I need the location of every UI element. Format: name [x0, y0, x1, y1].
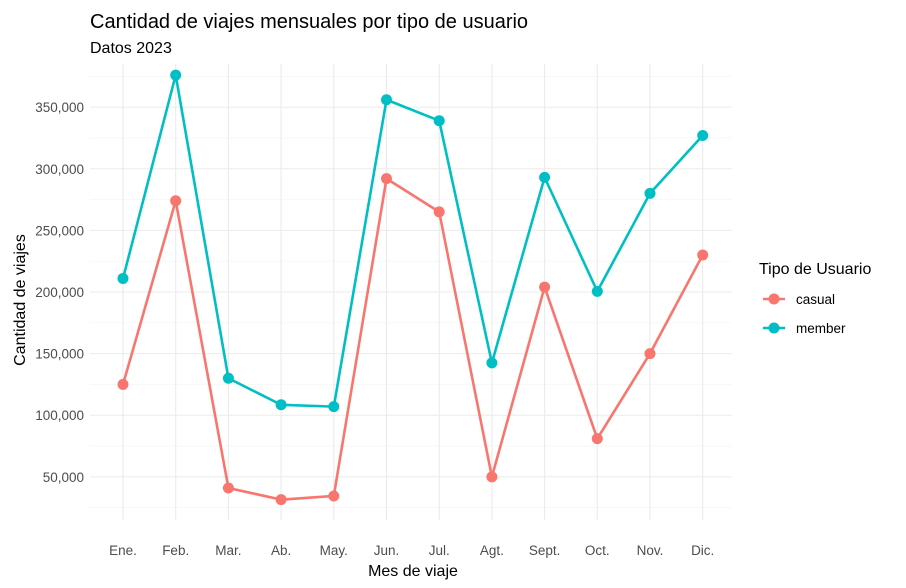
data-point [591, 285, 603, 297]
data-point [381, 94, 392, 106]
x-axis-ticks: Ene. Feb. Mar. Ab. May. Jun. Jul. Agt. Sept. Oct.… [109, 543, 714, 558]
data-point [275, 399, 287, 411]
y-axis-ticks: 50,000 100,000 150,000 200,000 250,000 300,00… [35, 100, 84, 485]
data-point [697, 249, 709, 261]
data-point [381, 173, 392, 185]
data-point [433, 206, 445, 218]
data-point [486, 471, 498, 483]
y-tick-label: 150,000 [35, 347, 84, 362]
data-point [222, 482, 234, 494]
legend-key-point [768, 293, 780, 305]
data-point [170, 69, 182, 81]
data-point [328, 490, 340, 502]
chart-title: Cantidad de viajes mensuales por tipo de… [90, 11, 528, 33]
data-point [539, 281, 551, 293]
series-layer [117, 69, 709, 506]
legend: Tipo de Usuario casual member [759, 261, 871, 336]
data-point [697, 129, 709, 141]
data-point [117, 272, 129, 284]
x-tick-label: Sept. [529, 543, 561, 558]
y-tick-label: 100,000 [35, 408, 84, 423]
legend-label: member [796, 321, 846, 336]
legend-items: casual member [763, 292, 846, 336]
x-tick-label: Nov. [637, 543, 664, 558]
x-axis-title: Mes de viaje [368, 563, 458, 580]
y-axis-title: Cantidad de viajes [12, 234, 29, 366]
legend-label: casual [796, 292, 835, 307]
data-point [117, 378, 129, 390]
y-tick-label: 200,000 [35, 285, 84, 300]
chart-subtitle: Datos 2023 [90, 40, 172, 57]
data-point [170, 195, 182, 207]
series-line [121, 73, 704, 408]
x-tick-label: Feb. [162, 543, 189, 558]
x-tick-label: Jun. [374, 543, 400, 558]
legend-item-member: member [763, 321, 846, 336]
data-point [644, 187, 656, 199]
series-casual [117, 173, 709, 506]
y-tick-label: 250,000 [35, 223, 84, 238]
legend-title: Tipo de Usuario [759, 261, 871, 278]
series-member [117, 69, 709, 413]
x-tick-label: Ab. [271, 543, 291, 558]
series-line [121, 177, 704, 501]
data-point [222, 372, 234, 384]
x-tick-label: Oct. [585, 543, 610, 558]
x-tick-label: Jul. [429, 543, 450, 558]
y-tick-label: 50,000 [43, 470, 84, 485]
data-point [644, 348, 656, 360]
data-point [328, 401, 340, 413]
y-tick-label: 350,000 [35, 100, 84, 115]
x-tick-label: Mar. [215, 543, 241, 558]
data-point [433, 115, 445, 127]
x-tick-label: May. [320, 543, 348, 558]
data-point [591, 433, 603, 445]
legend-key-point [768, 322, 780, 334]
x-tick-label: Agt. [480, 543, 504, 558]
x-tick-label: Ene. [109, 543, 137, 558]
x-tick-label: Dic. [691, 543, 714, 558]
data-point [539, 171, 551, 183]
data-point [486, 357, 498, 369]
y-tick-label: 300,000 [35, 162, 84, 177]
legend-item-casual: casual [763, 292, 835, 307]
data-point [275, 494, 287, 506]
